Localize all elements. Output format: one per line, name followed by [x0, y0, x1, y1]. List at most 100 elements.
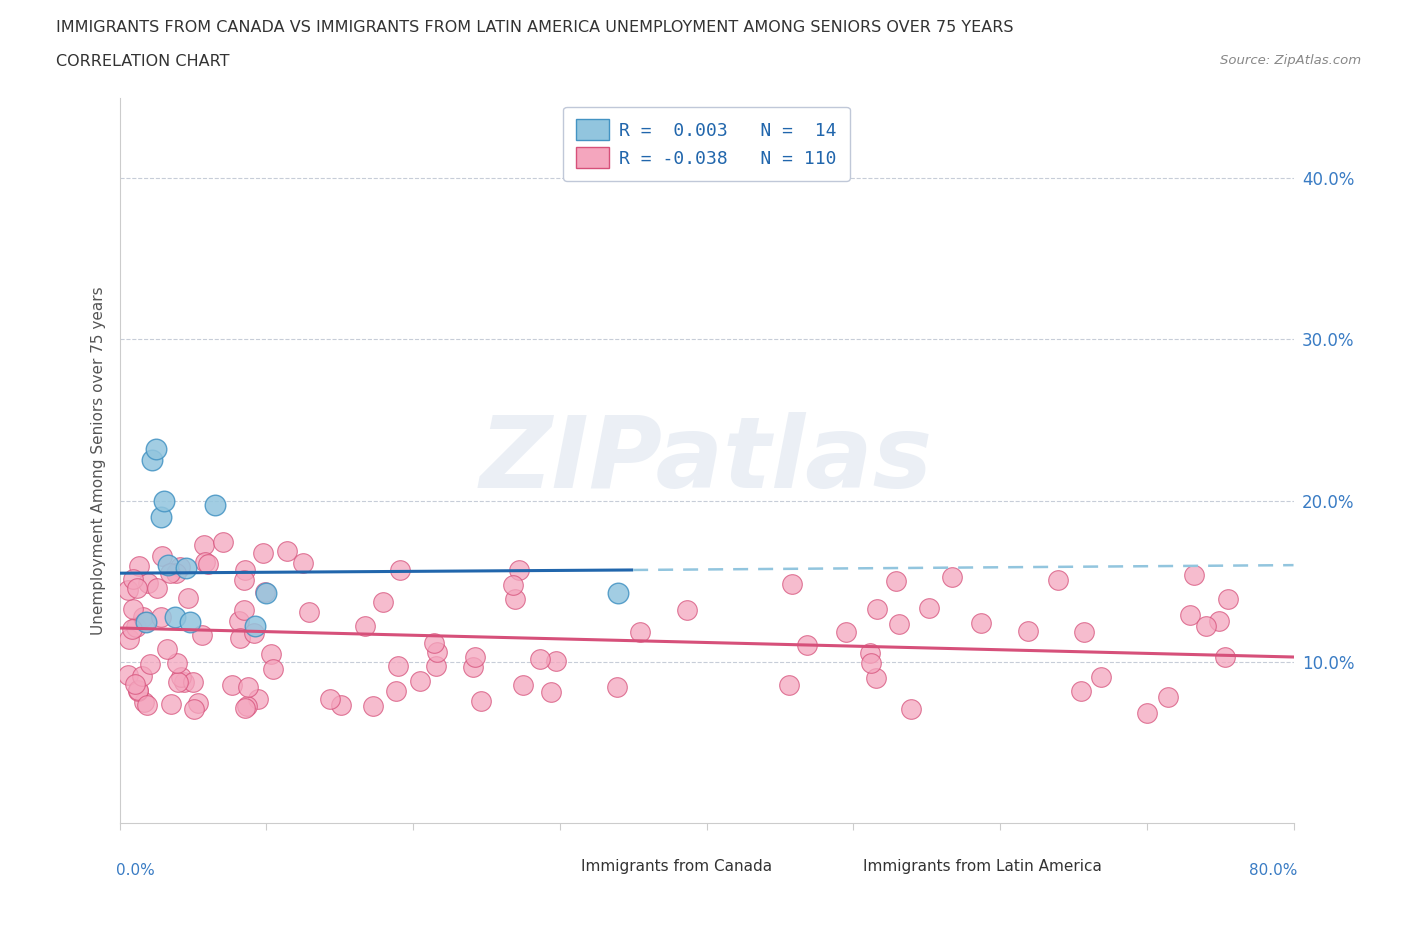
Text: 80.0%: 80.0%: [1249, 863, 1298, 878]
Point: [470, 694, 492, 709]
Point: [173, 674, 195, 689]
Point: [254, 585, 277, 600]
Point: [900, 702, 922, 717]
Point: [193, 538, 215, 552]
Point: [236, 698, 259, 713]
Point: [149, 610, 172, 625]
Point: [135, 698, 157, 712]
Point: [125, 620, 148, 635]
Point: [166, 675, 188, 690]
Point: [1213, 649, 1236, 664]
Point: [292, 556, 315, 571]
Point: [236, 680, 259, 695]
Text: Immigrants from Latin America: Immigrants from Latin America: [863, 859, 1101, 874]
Point: [508, 563, 530, 578]
Point: [319, 691, 342, 706]
Point: [156, 642, 179, 657]
Point: [138, 576, 160, 591]
Point: [409, 673, 432, 688]
Point: [1046, 572, 1069, 587]
Point: [1136, 705, 1159, 720]
Point: [1178, 607, 1201, 622]
Point: [165, 609, 187, 624]
Point: [354, 618, 377, 633]
Text: CORRELATION CHART: CORRELATION CHART: [56, 54, 229, 69]
Bar: [824, 857, 845, 876]
Point: [117, 583, 139, 598]
Point: [298, 604, 321, 619]
Point: [127, 684, 149, 698]
Point: [529, 651, 551, 666]
Text: IMMIGRANTS FROM CANADA VS IMMIGRANTS FROM LATIN AMERICA UNEMPLOYMENT AMONG SENIO: IMMIGRANTS FROM CANADA VS IMMIGRANTS FRO…: [56, 20, 1014, 35]
Point: [426, 644, 449, 659]
Point: [606, 680, 628, 695]
Point: [385, 684, 408, 698]
Point: [121, 621, 143, 636]
Point: [262, 662, 284, 677]
Point: [233, 562, 256, 577]
Point: [676, 603, 699, 618]
Point: [887, 617, 910, 631]
Point: [503, 592, 526, 607]
Point: [212, 535, 235, 550]
Point: [540, 685, 562, 700]
Point: [135, 614, 157, 629]
Point: [228, 614, 250, 629]
Y-axis label: Unemployment Among Seniors over 75 years: Unemployment Among Seniors over 75 years: [90, 286, 105, 634]
Point: [388, 562, 411, 577]
Point: [181, 674, 204, 689]
Text: Immigrants from Canada: Immigrants from Canada: [581, 859, 772, 874]
Point: [166, 655, 188, 670]
Point: [329, 698, 352, 712]
Point: [156, 558, 179, 573]
Legend: R =  0.003   N =  14, R = -0.038   N = 110: R = 0.003 N = 14, R = -0.038 N = 110: [564, 107, 849, 181]
Point: [1073, 625, 1095, 640]
Point: [204, 498, 226, 513]
Text: 0.0%: 0.0%: [115, 863, 155, 878]
Point: [179, 614, 201, 629]
Point: [1182, 567, 1205, 582]
Point: [122, 572, 145, 587]
Point: [502, 578, 524, 592]
Point: [187, 696, 209, 711]
Point: [159, 566, 181, 581]
Point: [969, 616, 991, 631]
Point: [141, 453, 163, 468]
Point: [159, 697, 181, 711]
Point: [152, 493, 174, 508]
Point: [1017, 623, 1039, 638]
Point: [260, 646, 283, 661]
Point: [607, 585, 630, 600]
Point: [425, 658, 447, 673]
Point: [1070, 684, 1092, 698]
Point: [252, 546, 274, 561]
Text: Source: ZipAtlas.com: Source: ZipAtlas.com: [1220, 54, 1361, 67]
Point: [233, 701, 256, 716]
Point: [463, 650, 485, 665]
Point: [117, 631, 139, 646]
Point: [1157, 689, 1180, 704]
Point: [463, 659, 485, 674]
Point: [132, 610, 155, 625]
Point: [276, 543, 298, 558]
Text: ZIPatlas: ZIPatlas: [479, 412, 934, 509]
Point: [371, 594, 394, 609]
Point: [150, 549, 173, 564]
Point: [117, 668, 139, 683]
Point: [254, 585, 277, 600]
Point: [859, 645, 882, 660]
Point: [169, 560, 191, 575]
Point: [229, 631, 252, 645]
Point: [860, 656, 883, 671]
Point: [941, 569, 963, 584]
Point: [628, 625, 651, 640]
Point: [246, 692, 269, 707]
Point: [423, 635, 446, 650]
Point: [194, 554, 217, 569]
Point: [132, 695, 155, 710]
Point: [834, 624, 856, 639]
Point: [149, 510, 172, 525]
Point: [361, 699, 384, 714]
Point: [124, 677, 146, 692]
Point: [865, 671, 887, 685]
